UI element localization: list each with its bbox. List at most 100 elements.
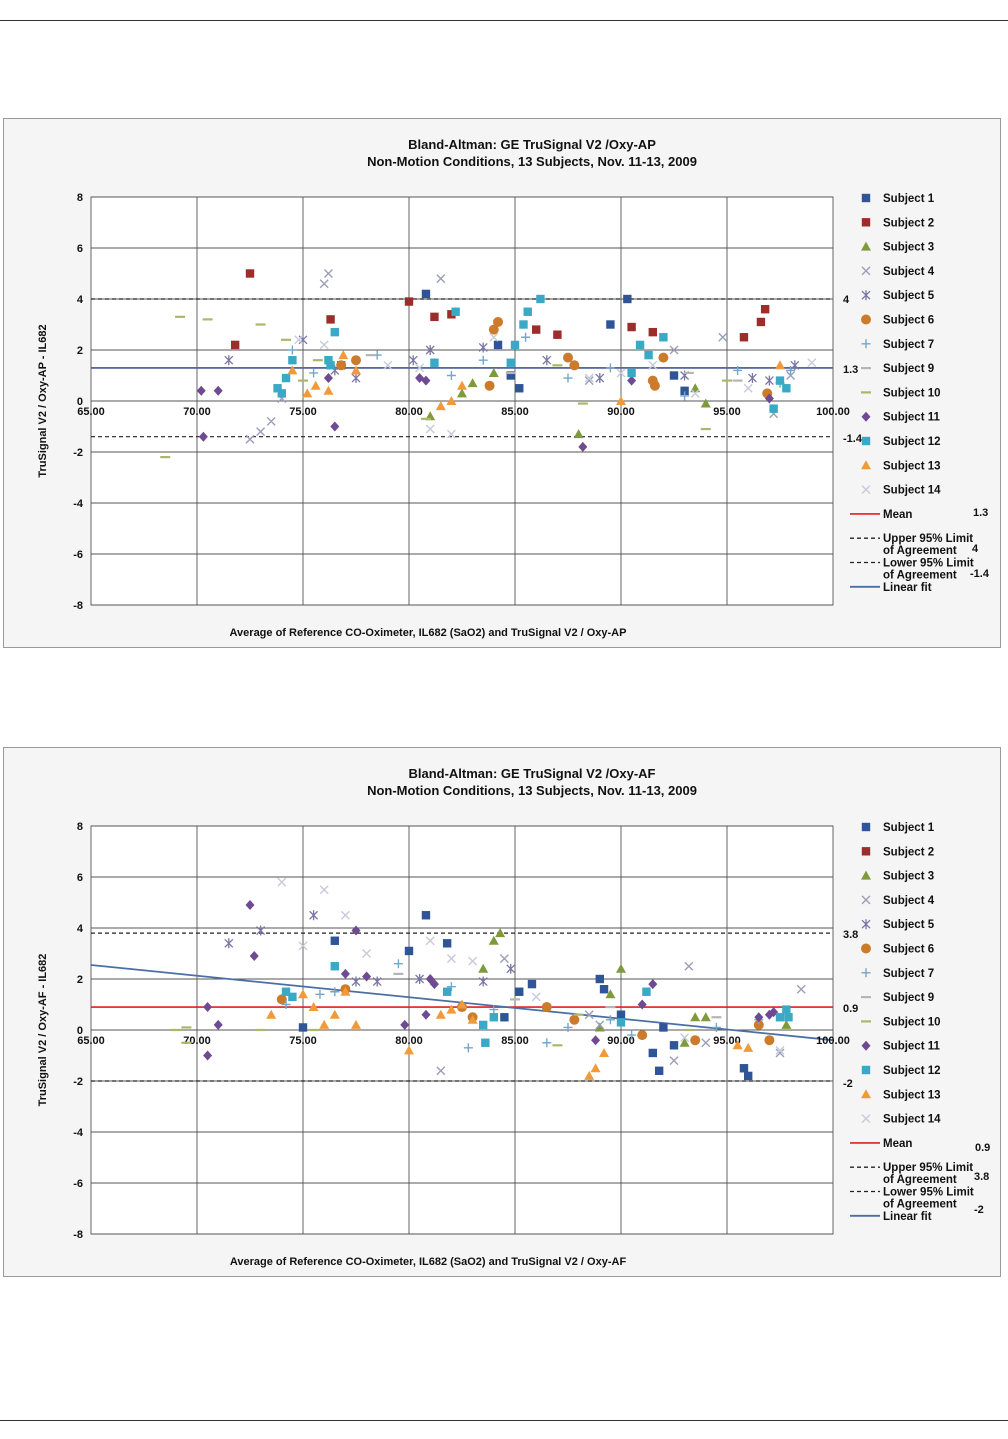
point-subject-3: [679, 1037, 690, 1047]
mean-line-label: 1.3: [843, 364, 858, 376]
point-subject-11: [330, 421, 340, 432]
point-subject-12: [506, 358, 515, 367]
legend-mean-value: 0.9: [975, 1142, 990, 1154]
point-subject-4: [323, 269, 333, 278]
y-tick-label: 8: [77, 821, 83, 833]
point-subject-1: [659, 1023, 668, 1032]
legend-item-subject-14: Subject 14: [883, 485, 941, 497]
point-subject-5: [478, 342, 488, 353]
point-subject-7: [489, 1005, 499, 1015]
point-subject-4: [669, 345, 679, 355]
point-subject-5: [542, 355, 552, 366]
x-tick-label: 80.00: [395, 1035, 423, 1047]
legend-item-upper-95-limit-of-agreement: Upper 95% Limit of Agreement: [883, 533, 973, 557]
legend-item-subject-6: Subject 6: [883, 315, 934, 327]
point-subject-7: [786, 365, 796, 375]
legend-upper-value: 3.8: [974, 1171, 989, 1183]
legend-marker-subject-12: [861, 436, 871, 446]
point-subject-3: [781, 1019, 792, 1029]
point-subject-4: [786, 371, 796, 380]
point-subject-4: [319, 279, 329, 289]
x-tick-label: 65.00: [77, 406, 105, 418]
point-subject-5: [372, 976, 382, 987]
legend: Subject 1 Subject 2 Subject 3 Subject 4 Subj…: [850, 822, 974, 1223]
point-subject-7: [281, 1000, 291, 1009]
point-subject-5: [478, 976, 488, 987]
point-subject-12: [288, 356, 297, 365]
point-subject-14: [468, 956, 478, 966]
point-subject-11: [203, 1050, 213, 1061]
point-subject-1: [669, 371, 679, 380]
point-subject-13: [351, 1019, 361, 1029]
chart-panel-oxy-af: Bland-Altman: GE TruSignal V2 /Oxy-AF No…: [3, 747, 1001, 1277]
y-tick-label: 6: [77, 872, 83, 884]
legend-marker-subject-3: [861, 241, 871, 251]
x-tick-label: 95.00: [713, 406, 741, 418]
point-subject-3: [573, 429, 584, 439]
point-subject-12: [330, 962, 339, 971]
point-subject-7: [542, 1038, 552, 1048]
chart-title: Bland-Altman: GE TruSignal V2 /Oxy-AP: [408, 137, 656, 152]
legend-marker-subject-3: [861, 870, 871, 880]
point-subject-2: [447, 310, 456, 319]
point-subject-12: [782, 384, 791, 393]
grid: [91, 825, 833, 1235]
point-subject-13: [323, 385, 334, 395]
point-subject-7: [563, 1022, 573, 1032]
legend-marker-subject-5: [861, 290, 871, 301]
point-subject-11: [764, 393, 774, 404]
lower-loa-label: -2: [843, 1078, 853, 1090]
x-tick-label: 95.00: [713, 1035, 741, 1047]
y-tick-label: 4: [77, 923, 84, 935]
point-subject-13: [775, 360, 785, 370]
point-subject-11: [362, 971, 372, 982]
point-subject-14: [277, 877, 287, 887]
point-subject-4: [775, 1048, 785, 1058]
point-subject-4: [718, 332, 728, 342]
point-subject-12: [324, 356, 333, 365]
point-subject-14: [775, 1045, 785, 1055]
y-tick-label: -2: [73, 1076, 83, 1088]
point-subject-2: [326, 315, 335, 324]
point-subject-6: [690, 1035, 701, 1046]
point-subject-1: [623, 294, 632, 304]
chart-svg-oxy-ap: Bland-Altman: GE TruSignal V2 /Oxy-AP No…: [37, 137, 990, 639]
point-subject-12: [430, 358, 439, 367]
legend-marker-subject-6: [861, 943, 871, 954]
point-subject-7: [711, 1022, 721, 1032]
point-subject-7: [680, 391, 690, 401]
point-subject-5: [764, 375, 774, 386]
point-subject-12: [479, 1020, 488, 1030]
point-subject-11: [429, 979, 439, 990]
point-subject-13: [302, 388, 313, 398]
point-subject-12: [273, 384, 282, 393]
point-subject-12: [659, 333, 668, 342]
point-subject-12: [281, 987, 291, 996]
legend-item-subject-4: Subject 4: [883, 895, 935, 907]
legend-lower-value: -1.4: [970, 568, 990, 580]
point-subject-12: [481, 1038, 490, 1047]
point-subject-14: [425, 936, 435, 946]
x-tick-label: 100.00: [816, 1035, 850, 1047]
legend-marker-subject-13: [861, 1089, 871, 1099]
y-tick-label: 2: [77, 345, 83, 357]
legend-item-subject-7: Subject 7: [883, 968, 934, 980]
point-subject-6: [351, 355, 361, 366]
lower-loa-label: -1.4: [843, 433, 863, 445]
point-subject-5: [595, 373, 605, 384]
legend-item-subject-13: Subject 13: [883, 1089, 941, 1101]
legend-mean-value: 1.3: [973, 507, 988, 519]
point-subject-11: [637, 999, 647, 1010]
point-subject-14: [415, 363, 425, 373]
y-tick-label: 4: [77, 294, 84, 306]
legend-marker-subject-14: [861, 1114, 871, 1124]
legend-marker-subject-13: [861, 460, 871, 470]
point-subject-3: [700, 1012, 711, 1022]
point-subject-5: [425, 345, 435, 355]
point-subject-13: [599, 1047, 610, 1057]
point-subject-1: [515, 987, 524, 996]
point-subject-14: [383, 360, 393, 370]
point-subject-12: [782, 1005, 791, 1014]
point-subject-1: [654, 1066, 664, 1075]
point-subject-7: [627, 1030, 637, 1040]
